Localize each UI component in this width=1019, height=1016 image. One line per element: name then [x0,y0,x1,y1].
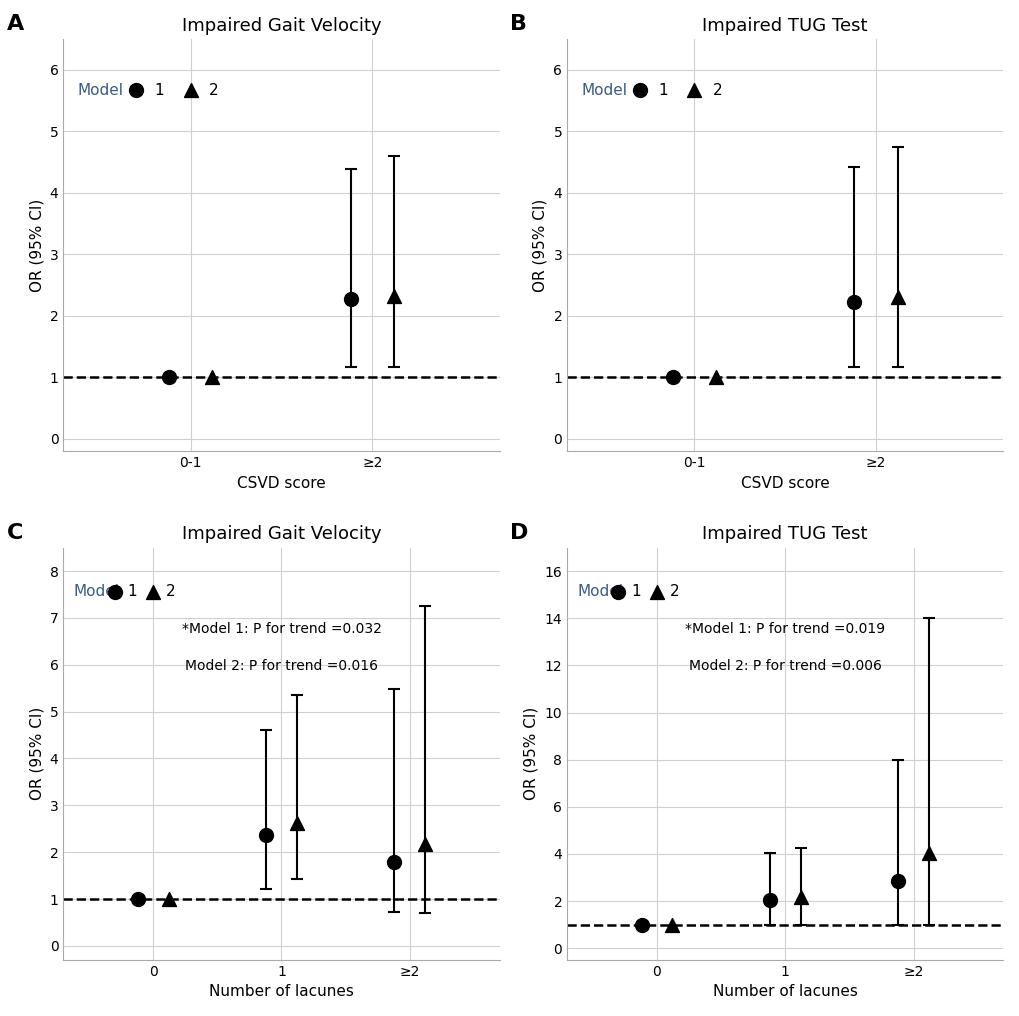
Text: A: A [7,14,23,35]
Title: Impaired Gait Velocity: Impaired Gait Velocity [181,16,381,35]
X-axis label: Number of lacunes: Number of lacunes [712,985,857,1000]
Point [648,584,664,600]
Point [609,584,626,600]
Text: 2: 2 [166,584,175,599]
Text: Model: Model [577,584,623,599]
Text: *Model 1: P for trend =0.019: *Model 1: P for trend =0.019 [685,622,884,636]
Text: Model 2: P for trend =0.016: Model 2: P for trend =0.016 [184,659,378,673]
Text: 2: 2 [712,83,721,98]
Point [385,289,401,305]
Point [342,292,359,308]
Point [920,845,936,862]
Text: 1: 1 [127,584,137,599]
Text: 1: 1 [154,83,164,98]
Title: Impaired TUG Test: Impaired TUG Test [702,16,867,35]
Point [386,853,403,870]
Point [129,891,146,907]
Point [846,295,862,311]
Y-axis label: OR (95% CI): OR (95% CI) [524,707,538,801]
Text: *Model 1: P for trend =0.032: *Model 1: P for trend =0.032 [181,622,381,636]
Text: Model: Model [77,83,123,98]
Point [686,82,702,99]
X-axis label: Number of lacunes: Number of lacunes [209,985,354,1000]
Title: Impaired Gait Velocity: Impaired Gait Velocity [181,525,381,544]
Point [761,891,777,907]
Y-axis label: OR (95% CI): OR (95% CI) [532,198,547,292]
Text: 2: 2 [209,83,218,98]
Text: B: B [510,14,527,35]
Point [663,369,680,385]
Point [288,815,305,831]
Text: Model 2: P for trend =0.006: Model 2: P for trend =0.006 [688,659,880,673]
Point [633,916,649,933]
Point [707,369,723,385]
Point [160,369,176,385]
Text: Model: Model [581,83,627,98]
Text: C: C [7,523,23,543]
X-axis label: CSVD score: CSVD score [740,475,828,491]
Title: Impaired TUG Test: Impaired TUG Test [702,525,867,544]
Point [792,889,808,905]
Point [127,82,144,99]
Point [663,916,680,933]
Point [106,583,122,599]
Text: 1: 1 [631,584,640,599]
Point [417,836,433,852]
Y-axis label: OR (95% CI): OR (95% CI) [30,707,44,801]
Text: D: D [510,523,528,543]
Point [145,583,161,599]
Text: 1: 1 [657,83,667,98]
Point [889,290,905,306]
Point [631,82,647,99]
Point [890,873,906,889]
Text: Model: Model [73,584,119,599]
Point [258,827,274,843]
Point [182,82,199,99]
Text: 2: 2 [669,584,679,599]
Y-axis label: OR (95% CI): OR (95% CI) [30,198,44,292]
Point [160,891,176,907]
X-axis label: CSVD score: CSVD score [236,475,325,491]
Point [204,369,220,385]
